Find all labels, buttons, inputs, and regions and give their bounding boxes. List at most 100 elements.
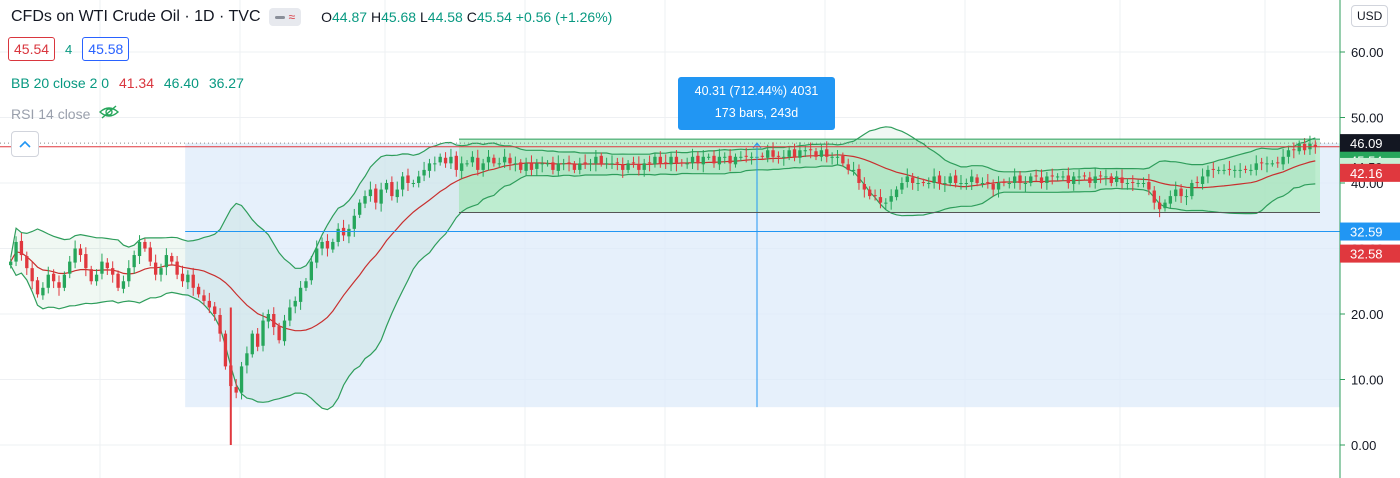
symbol-title[interactable]: CFDs on WTI Crude Oil · 1D · TVC <box>11 8 261 25</box>
candle <box>798 150 802 158</box>
collapse-legend-button[interactable] <box>11 131 39 157</box>
open-label: O <box>321 9 332 25</box>
candle <box>309 261 314 281</box>
candle <box>1233 169 1237 171</box>
candle <box>975 177 979 183</box>
price-axis: 0.0010.0020.0030.0040.0050.0060.0046.094… <box>1339 0 1400 478</box>
selection-range-area <box>458 139 1320 213</box>
candle <box>390 182 394 197</box>
candle <box>932 176 936 183</box>
candle <box>567 162 571 164</box>
candle <box>481 163 485 170</box>
candle <box>1152 190 1156 203</box>
candle <box>674 156 679 164</box>
bb-basis-value: 41.34 <box>118 75 154 91</box>
price-label-bg <box>1340 134 1400 153</box>
candle <box>1109 176 1113 183</box>
candle <box>261 320 265 346</box>
candle <box>132 255 136 268</box>
candle <box>207 300 211 308</box>
candle <box>615 162 620 164</box>
candle <box>513 163 518 165</box>
candle <box>1098 175 1103 177</box>
candle <box>1072 176 1076 184</box>
candle <box>68 261 72 274</box>
candle <box>808 149 813 151</box>
candle <box>921 182 926 184</box>
candle <box>717 156 722 165</box>
candle <box>986 182 990 184</box>
candle <box>1163 202 1167 209</box>
candle <box>583 162 587 164</box>
price-label: 32.58 <box>1350 247 1383 262</box>
candle <box>964 183 969 184</box>
rsi-legend[interactable]: RSI 14 close <box>11 104 120 123</box>
candle <box>1023 183 1028 184</box>
candle <box>111 268 115 275</box>
candle <box>519 162 523 170</box>
candle <box>1238 169 1242 171</box>
candle <box>733 156 738 165</box>
bb-lower-value: 36.27 <box>208 75 244 91</box>
measure-tooltip-line1: 40.31 (712.44%) 4031 <box>694 84 819 98</box>
candle <box>959 183 963 184</box>
price-label: 32.59 <box>1350 225 1383 240</box>
candle <box>637 164 641 170</box>
candle <box>1259 162 1264 164</box>
candle <box>347 228 351 237</box>
candle <box>1093 176 1097 183</box>
candle <box>653 156 657 165</box>
candle <box>787 150 791 157</box>
candle <box>916 183 920 184</box>
candle <box>1061 176 1065 178</box>
candle <box>508 157 512 164</box>
candle <box>164 255 169 268</box>
chart-header: CFDs on WTI Crude Oil · 1D · TVC ≈ O44.8… <box>11 8 612 26</box>
candle <box>384 183 389 190</box>
candle <box>1136 183 1140 184</box>
candle <box>175 261 179 275</box>
candle <box>980 183 985 184</box>
candle <box>1039 177 1044 183</box>
candle <box>78 248 83 256</box>
currency-button[interactable]: USD <box>1351 5 1389 27</box>
bollinger-bands <box>10 126 1316 411</box>
eye-hidden-icon[interactable] <box>98 104 120 123</box>
candle <box>368 189 373 197</box>
flag-icon[interactable]: ≈ <box>268 8 302 26</box>
bb-legend[interactable]: BB 20 close 2 0 41.34 46.40 36.27 <box>11 75 244 91</box>
candle <box>352 215 356 229</box>
candle <box>304 281 308 288</box>
candle <box>1007 183 1011 184</box>
sell-button[interactable]: 45.54 <box>8 37 56 61</box>
candle <box>460 163 464 171</box>
candle <box>862 183 866 190</box>
candle <box>255 333 260 347</box>
candle <box>62 274 67 288</box>
candle <box>529 163 534 170</box>
candle <box>647 162 652 164</box>
candle <box>599 155 603 164</box>
candle <box>1249 169 1253 171</box>
candle <box>728 155 732 164</box>
candle <box>1211 168 1215 170</box>
candle <box>841 155 845 164</box>
candle <box>631 162 636 164</box>
candle <box>282 320 287 342</box>
candle <box>336 228 340 242</box>
candle <box>766 150 770 158</box>
candle <box>1018 175 1022 183</box>
candle <box>562 163 566 165</box>
candle <box>706 156 711 158</box>
candle <box>1050 175 1054 177</box>
candle <box>293 300 297 307</box>
candle <box>266 314 271 322</box>
candle <box>427 163 432 171</box>
bb-fill <box>10 126 1316 410</box>
candle <box>395 189 399 198</box>
candle <box>1222 169 1226 171</box>
buy-button[interactable]: 45.58 <box>82 37 130 61</box>
candle <box>14 241 18 262</box>
candle <box>685 163 689 165</box>
